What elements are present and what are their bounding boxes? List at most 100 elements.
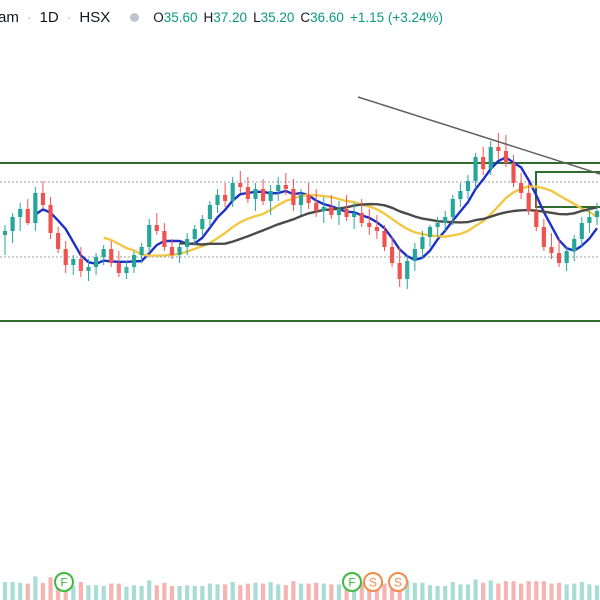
volume-bar	[344, 583, 349, 600]
volume-bar	[177, 586, 182, 600]
volume-bar	[473, 579, 478, 600]
candle-body	[519, 183, 524, 193]
candle-body	[283, 185, 288, 189]
volume-bar	[78, 582, 83, 600]
volume-bar	[450, 582, 455, 600]
candle-body	[526, 193, 531, 211]
candle-body	[33, 193, 38, 223]
volume-bar	[519, 583, 524, 600]
volume-bar	[2, 582, 8, 600]
volume-bar	[420, 582, 425, 600]
candle-body	[443, 217, 448, 223]
event-marker-icon	[388, 572, 408, 592]
candle-body	[131, 255, 137, 267]
candle-body	[93, 257, 99, 267]
volume-bar	[185, 585, 190, 600]
symbol-name[interactable]: am	[0, 8, 19, 26]
candle-body	[192, 229, 197, 239]
candle-body	[314, 203, 319, 211]
volume-bar	[124, 586, 129, 600]
candle-body	[549, 247, 554, 253]
candle-body	[260, 189, 266, 201]
volume-bar	[367, 583, 372, 600]
candle-body	[147, 225, 152, 247]
candle-body	[63, 249, 68, 265]
volume-bar	[200, 586, 205, 600]
volume-bar	[405, 580, 410, 600]
candle-body	[382, 231, 387, 247]
volume-bar	[93, 585, 99, 600]
volume-bar	[139, 586, 144, 600]
ohlc-close: C36.60	[300, 9, 344, 25]
candle-body	[389, 247, 395, 263]
candle-body	[268, 191, 273, 201]
volume-bar	[253, 582, 258, 600]
volume-bar	[564, 584, 569, 600]
volume-bar	[48, 577, 53, 600]
event-marker-label: F	[60, 576, 67, 590]
candle-body	[321, 207, 326, 211]
range-zones	[0, 162, 600, 322]
exchange-label: HSX	[79, 8, 111, 26]
candle-body	[185, 239, 190, 247]
volume-bar	[465, 584, 471, 600]
candle-body	[276, 185, 281, 191]
volume-bar	[374, 584, 379, 600]
volume-bar	[298, 583, 304, 600]
candle-body	[450, 199, 455, 217]
candle-body	[473, 157, 478, 181]
candle-body	[465, 181, 471, 191]
candle-body	[238, 183, 243, 187]
candle-body	[177, 247, 182, 255]
interval-label[interactable]: 1D	[39, 8, 59, 26]
volume-bar	[549, 583, 554, 600]
candle-body	[154, 225, 159, 231]
candle-body	[405, 261, 410, 279]
candle-body	[427, 227, 433, 237]
volume-bar	[192, 586, 197, 600]
candle-body	[116, 263, 121, 273]
separator-dot: ·	[26, 9, 32, 25]
volume-bar	[18, 582, 23, 600]
candle-body	[18, 209, 23, 217]
candle-body	[298, 195, 304, 205]
candle-body	[109, 249, 114, 263]
candle-body	[215, 195, 220, 205]
volume-bar	[147, 580, 152, 600]
volume-bar	[276, 584, 281, 600]
volume-bar	[306, 583, 311, 600]
price-change: +1.15 (+3.24%)	[349, 9, 444, 25]
symbol-header: am · 1D · HSX O35.60 H37.20 L35.20 C36.6…	[0, 0, 600, 34]
volume-bar	[109, 583, 114, 600]
volume-bar	[131, 585, 137, 600]
candle-body	[481, 157, 486, 169]
volume-bar	[245, 583, 250, 600]
volume-bar	[526, 581, 531, 600]
candle-body	[488, 147, 493, 169]
market-status-icon[interactable]	[130, 12, 140, 22]
candle-body	[10, 217, 15, 231]
volume-bar	[488, 580, 493, 600]
volume-bar	[215, 584, 220, 600]
candle-body	[344, 209, 349, 217]
candle-body	[594, 211, 600, 217]
candle-body	[496, 147, 501, 151]
candle-body	[572, 239, 577, 251]
candle-body	[25, 209, 30, 223]
candle-body	[101, 249, 106, 257]
candle-body	[253, 189, 258, 199]
volume-bar	[427, 585, 433, 600]
volume-bar	[336, 584, 342, 600]
volume-bar	[71, 586, 76, 600]
candle-body	[359, 213, 364, 223]
candles	[2, 133, 600, 289]
volume-bar	[314, 582, 319, 600]
trendline	[357, 96, 600, 175]
volume-bar	[541, 581, 546, 600]
candle-body	[511, 163, 516, 183]
volume-bar	[238, 585, 243, 600]
candle-body	[397, 263, 402, 279]
candle-body	[230, 183, 235, 201]
volume-bar	[359, 582, 364, 600]
